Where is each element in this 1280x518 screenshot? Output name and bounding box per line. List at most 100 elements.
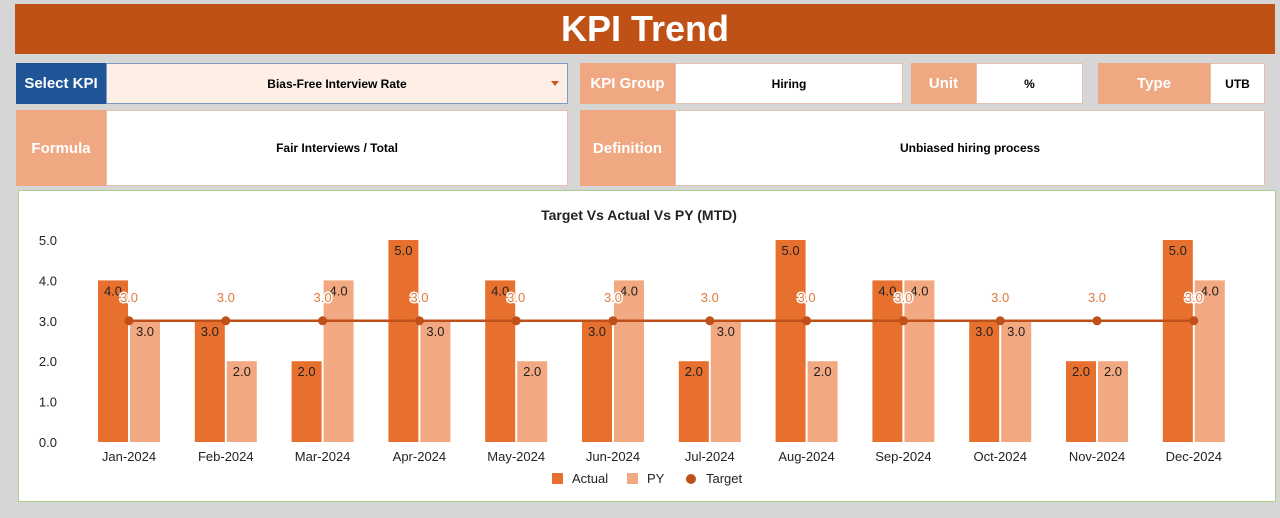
target-data-label: 3.0 <box>410 290 428 305</box>
target-data-label: 3.0 <box>217 290 235 305</box>
py-bar <box>226 361 257 442</box>
actual-data-label: 3.0 <box>588 324 606 339</box>
target-point <box>511 316 521 326</box>
py-data-label: 3.0 <box>1007 324 1025 339</box>
target-point <box>1092 316 1102 326</box>
chart-title: Target Vs Actual Vs PY (MTD) <box>541 207 737 223</box>
py-data-label: 4.0 <box>330 283 348 298</box>
py-data-label: 4.0 <box>620 283 638 298</box>
py-data-label: 3.0 <box>426 324 444 339</box>
dropdown-caret-icon[interactable] <box>551 81 559 86</box>
actual-data-label: 3.0 <box>975 324 993 339</box>
kpi-trend-chart: Target Vs Actual Vs PY (MTD) 0.0 1.0 2.0 3.… <box>18 190 1276 502</box>
x-tick-label: Jul-2024 <box>685 449 735 464</box>
py-data-label: 3.0 <box>717 324 735 339</box>
actual-data-label: 2.0 <box>1072 364 1090 379</box>
actual-data-label: 4.0 <box>491 283 509 298</box>
y-tick-label: 2.0 <box>39 354 57 369</box>
actual-bar <box>872 280 903 442</box>
target-data-label: 3.0 <box>507 290 525 305</box>
y-tick-label: 1.0 <box>39 395 57 410</box>
actual-bar <box>775 240 806 442</box>
x-tick-label: Aug-2024 <box>778 449 834 464</box>
py-data-label: 3.0 <box>136 324 154 339</box>
py-bar <box>807 361 838 442</box>
kpi-dropdown[interactable]: Bias-Free Interview Rate <box>106 63 568 104</box>
unit-label: Unit <box>911 63 976 104</box>
type-label: Type <box>1098 63 1210 104</box>
x-tick-label: Feb-2024 <box>198 449 254 464</box>
definition-label: Definition <box>580 110 675 186</box>
page-title: KPI Trend <box>15 4 1275 54</box>
target-data-label: 3.0 <box>894 290 912 305</box>
unit-value: % <box>976 63 1083 104</box>
py-bar <box>614 280 644 442</box>
target-point <box>414 316 424 326</box>
actual-data-label: 5.0 <box>394 243 412 258</box>
target-point <box>318 316 328 326</box>
target-data-label: 3.0 <box>1088 290 1106 305</box>
legend-py-swatch <box>627 473 638 484</box>
target-point <box>898 316 908 326</box>
py-bar <box>1098 361 1128 442</box>
actual-bar <box>388 240 419 442</box>
legend-target-marker <box>686 474 696 484</box>
target-point <box>705 316 715 326</box>
py-data-label: 2.0 <box>1104 364 1122 379</box>
x-tick-label: Apr-2024 <box>393 449 446 464</box>
actual-bar <box>1162 240 1193 442</box>
x-tick-label: May-2024 <box>487 449 545 464</box>
target-data-label: 3.0 <box>604 290 622 305</box>
actual-bar <box>1066 361 1096 442</box>
actual-bar <box>194 320 225 442</box>
target-point <box>995 316 1005 326</box>
py-data-label: 2.0 <box>523 364 541 379</box>
py-data-label: 2.0 <box>814 364 832 379</box>
actual-bar <box>582 320 612 442</box>
x-tick-label: Mar-2024 <box>295 449 351 464</box>
actual-bar <box>969 320 1000 442</box>
actual-data-label: 5.0 <box>1169 243 1187 258</box>
actual-data-label: 4.0 <box>878 283 896 298</box>
py-data-label: 4.0 <box>910 283 928 298</box>
py-bar <box>1001 320 1032 442</box>
legend-py-label: PY <box>647 471 665 486</box>
x-tick-label: Dec-2024 <box>1166 449 1222 464</box>
formula-value: Fair Interviews / Total <box>106 110 568 186</box>
target-point <box>124 316 134 326</box>
x-tick-label: Jan-2024 <box>102 449 156 464</box>
y-tick-label: 3.0 <box>39 314 57 329</box>
actual-data-label: 2.0 <box>685 364 703 379</box>
target-point <box>1189 316 1199 326</box>
py-data-label: 2.0 <box>233 364 251 379</box>
target-data-label: 3.0 <box>991 290 1009 305</box>
py-data-label: 4.0 <box>1201 283 1219 298</box>
py-bar <box>904 280 935 442</box>
target-data-label: 3.0 <box>120 290 138 305</box>
target-data-label: 3.0 <box>701 290 719 305</box>
x-tick-label: Jun-2024 <box>586 449 640 464</box>
actual-data-label: 5.0 <box>782 243 800 258</box>
target-data-label: 3.0 <box>1185 290 1203 305</box>
actual-bar <box>485 280 516 442</box>
x-tick-label: Nov-2024 <box>1069 449 1125 464</box>
target-point <box>608 316 618 326</box>
y-tick-label: 0.0 <box>39 435 57 450</box>
actual-data-label: 2.0 <box>298 364 316 379</box>
py-bar <box>130 320 160 442</box>
kpi-group-value: Hiring <box>675 63 903 104</box>
type-value: UTB <box>1210 63 1265 104</box>
py-bar <box>1194 280 1225 442</box>
actual-data-label: 4.0 <box>104 283 122 298</box>
y-tick-label: 5.0 <box>39 233 57 248</box>
actual-data-label: 3.0 <box>201 324 219 339</box>
actual-bar <box>98 280 128 442</box>
target-data-label: 3.0 <box>314 290 332 305</box>
kpi-group-label: KPI Group <box>580 63 675 104</box>
definition-value: Unbiased hiring process <box>675 110 1265 186</box>
x-tick-label: Sep-2024 <box>875 449 931 464</box>
formula-label: Formula <box>16 110 106 186</box>
py-bar <box>420 320 451 442</box>
target-point <box>221 316 231 326</box>
select-kpi-label: Select KPI <box>16 63 106 104</box>
